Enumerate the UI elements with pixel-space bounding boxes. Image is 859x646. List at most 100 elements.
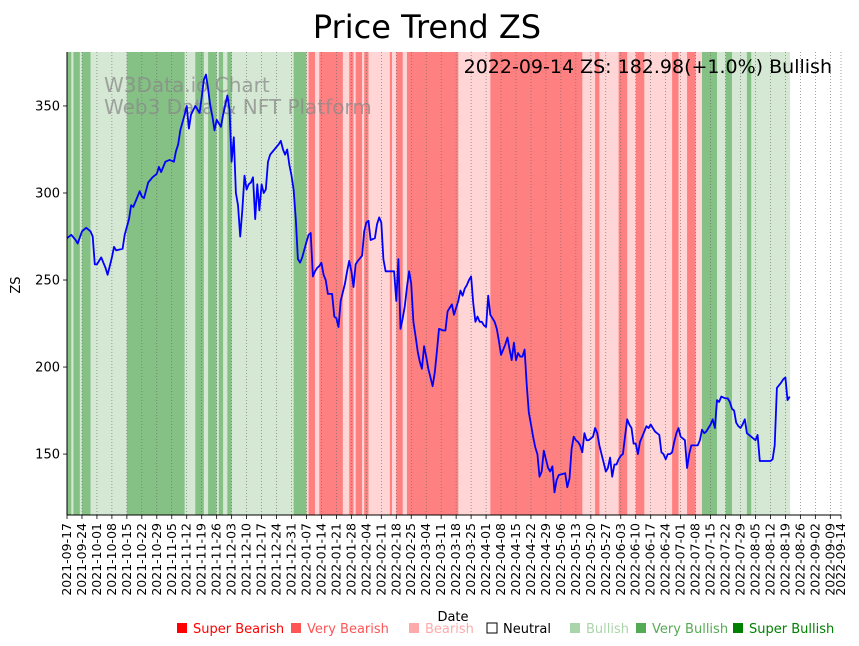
sentiment-band bbox=[195, 52, 205, 515]
legend-label: Super Bullish bbox=[749, 622, 834, 637]
sentiment-band bbox=[627, 52, 637, 515]
watermark: W3Data.io Chart Web3 Data & NFT Platform bbox=[104, 73, 372, 119]
sentiment-band bbox=[550, 52, 555, 515]
watermark-line-1: W3Data.io Chart bbox=[104, 73, 270, 97]
x-tick-label: 2022-09-02 bbox=[807, 523, 822, 596]
sentiment-band bbox=[389, 52, 393, 515]
x-tick-label: 2022-07-08 bbox=[688, 523, 703, 596]
x-tick-label: 2022-03-18 bbox=[448, 523, 463, 596]
sentiment-band bbox=[751, 52, 756, 515]
sentiment-band bbox=[402, 52, 408, 515]
sentiment-band bbox=[595, 52, 600, 515]
sentiment-band bbox=[618, 52, 628, 515]
legend-entry: Bearish bbox=[409, 622, 474, 637]
sentiment-band bbox=[731, 52, 748, 515]
x-axis-ticks: 2021-09-17 2021-09-24 2021-10-01 2021-10-08… bbox=[59, 515, 848, 596]
x-tick-label: 2022-05-20 bbox=[583, 523, 598, 596]
x-tick-label: 2022-06-24 bbox=[658, 523, 673, 596]
x-tick-label: 2021-10-29 bbox=[149, 523, 164, 596]
x-tick-label: 2022-08-19 bbox=[777, 523, 792, 596]
sentiment-band bbox=[353, 52, 357, 515]
legend: Super Bearish Very Bearish Bearish Neutral B… bbox=[177, 622, 834, 637]
legend-swatch bbox=[486, 622, 498, 634]
sentiment-band bbox=[434, 52, 444, 515]
price-annotation: 2022-09-14 ZS: 182.98(+1.0%) Bullish bbox=[464, 56, 832, 78]
x-tick-label: 2022-02-18 bbox=[388, 523, 403, 596]
x-tick-label: 2022-03-04 bbox=[418, 523, 433, 596]
sentiment-band bbox=[342, 52, 350, 515]
x-tick-label: 2022-05-13 bbox=[568, 523, 583, 596]
x-tick-label: 2022-04-08 bbox=[493, 523, 508, 596]
sentiment-band bbox=[702, 52, 718, 515]
sentiment-band bbox=[571, 52, 583, 515]
x-tick-label: 2021-11-19 bbox=[194, 523, 209, 596]
x-tick-label: 2022-06-10 bbox=[628, 523, 643, 596]
legend-entry: Very Bearish bbox=[291, 622, 389, 637]
sentiment-band bbox=[635, 52, 645, 515]
x-axis-label: Date bbox=[437, 610, 468, 625]
x-tick-label: 2021-10-15 bbox=[119, 523, 134, 596]
y-axis-label: ZS bbox=[9, 276, 24, 293]
x-tick-label: 2021-10-01 bbox=[89, 523, 104, 596]
sentiment-band bbox=[231, 52, 280, 515]
watermark-line-2: Web3 Data & NFT Platform bbox=[104, 95, 372, 119]
y-tick-label: 150 bbox=[35, 448, 60, 463]
legend-swatch bbox=[291, 623, 301, 633]
y-tick-label: 300 bbox=[35, 186, 60, 201]
x-tick-label: 2021-12-17 bbox=[254, 523, 269, 596]
x-tick-label: 2022-01-07 bbox=[298, 523, 313, 596]
sentiment-band bbox=[695, 52, 703, 515]
sentiment-band bbox=[415, 52, 431, 515]
sentiment-band bbox=[67, 52, 72, 515]
sentiment-band bbox=[71, 52, 74, 515]
x-tick-label: 2022-03-25 bbox=[463, 523, 478, 596]
legend-label: Very Bullish bbox=[652, 622, 728, 637]
sentiment-band bbox=[746, 52, 752, 515]
sentiment-band bbox=[582, 52, 596, 515]
sentiment-band bbox=[475, 52, 491, 515]
x-tick-label: 2022-05-06 bbox=[553, 523, 568, 596]
sentiment-band bbox=[755, 52, 791, 515]
sentiment-band bbox=[81, 52, 91, 515]
sentiment-band bbox=[184, 52, 196, 515]
sentiment-band bbox=[543, 52, 551, 515]
y-tick-label: 250 bbox=[35, 274, 60, 289]
x-tick-label: 2022-04-29 bbox=[538, 523, 553, 596]
x-tick-label: 2022-04-15 bbox=[508, 523, 523, 596]
sentiment-band bbox=[368, 52, 391, 515]
legend-swatch bbox=[409, 623, 419, 633]
sentiment-band bbox=[554, 52, 560, 515]
sentiment-band bbox=[216, 52, 220, 515]
sentiment-band bbox=[490, 52, 506, 515]
x-tick-label: 2021-09-17 bbox=[59, 523, 74, 596]
sentiment-band bbox=[443, 52, 459, 515]
sentiment-band bbox=[126, 52, 185, 515]
legend-entry: Super Bullish bbox=[733, 622, 834, 637]
sentiment-band bbox=[208, 52, 218, 515]
sentiment-band bbox=[687, 52, 697, 515]
y-tick-label: 350 bbox=[35, 99, 60, 114]
legend-entry: Super Bearish bbox=[177, 622, 284, 637]
sentiment-band bbox=[319, 52, 339, 515]
sentiment-band bbox=[315, 52, 320, 515]
x-tick-label: 2022-03-11 bbox=[433, 523, 448, 596]
legend-label: Bearish bbox=[425, 622, 474, 637]
sentiment-band bbox=[90, 52, 128, 515]
x-tick-label: 2022-07-15 bbox=[703, 523, 718, 596]
sentiment-band bbox=[362, 52, 365, 515]
sentiment-band bbox=[306, 52, 310, 515]
x-tick-label: 2022-08-05 bbox=[747, 523, 762, 596]
x-tick-label: 2022-01-28 bbox=[343, 523, 358, 596]
x-tick-label: 2021-12-24 bbox=[269, 523, 284, 596]
sentiment-band bbox=[725, 52, 733, 515]
sentiment-band bbox=[565, 52, 572, 515]
legend-label: Bullish bbox=[586, 622, 629, 637]
sentiment-band bbox=[518, 52, 530, 515]
x-tick-label: 2021-11-05 bbox=[164, 523, 179, 596]
legend-entry: Bullish bbox=[570, 622, 629, 637]
x-tick-label: 2022-01-14 bbox=[313, 523, 328, 596]
y-axis-ticks: 150 200 250 300 350 bbox=[35, 99, 67, 463]
sentiment-band bbox=[678, 52, 688, 515]
x-tick-label: 2021-12-03 bbox=[224, 523, 239, 596]
